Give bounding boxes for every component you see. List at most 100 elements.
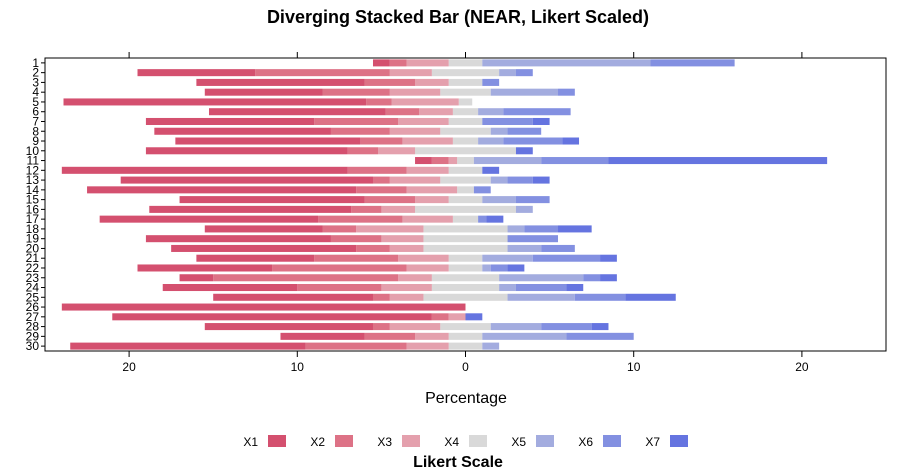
bar-row-19-x6 bbox=[507, 235, 559, 243]
bar-row-29-x1 bbox=[280, 332, 365, 340]
legend-label-x2: X2 bbox=[310, 435, 325, 449]
row-label: 11 bbox=[27, 154, 40, 168]
legend-swatch-x2 bbox=[335, 435, 353, 447]
bar-row-29-x5 bbox=[482, 332, 567, 340]
bar-row-15-x2 bbox=[364, 196, 416, 204]
bar-row-23-x5 bbox=[499, 274, 584, 282]
bar-row-17-x6 bbox=[478, 215, 487, 223]
bar-row-9-x1 bbox=[175, 137, 361, 145]
bar-row-16-x5 bbox=[515, 205, 533, 213]
row-label: 22 bbox=[26, 261, 40, 275]
row-label: 18 bbox=[26, 222, 40, 236]
row-label: 12 bbox=[26, 163, 40, 177]
bar-row-7-x1 bbox=[145, 117, 315, 125]
bar-row-16-x3 bbox=[381, 205, 416, 213]
bar-row-17-x2 bbox=[318, 215, 403, 223]
legend-label-x5: X5 bbox=[511, 435, 526, 449]
bar-row-7-x7 bbox=[532, 117, 550, 125]
bar-row-19-x2 bbox=[330, 235, 382, 243]
bar-row-18-x4 bbox=[423, 225, 508, 233]
bar-row-8-x6 bbox=[507, 127, 542, 135]
legend-title: Likert Scale bbox=[413, 454, 503, 471]
bar-row-22-x2 bbox=[272, 264, 407, 272]
bar-row-8-x2 bbox=[330, 127, 390, 135]
bar-row-9-x3 bbox=[402, 137, 453, 145]
bar-row-17-x3 bbox=[402, 215, 453, 223]
bar-row-2-x2 bbox=[255, 69, 390, 77]
bar-row-30-x3 bbox=[406, 342, 449, 350]
bar-row-18-x1 bbox=[204, 225, 323, 233]
bar-row-22-x3 bbox=[406, 264, 449, 272]
legend-label-x1: X1 bbox=[243, 435, 258, 449]
bar-row-6-x2 bbox=[385, 108, 420, 116]
bar-row-23-x2 bbox=[213, 274, 399, 282]
bar-row-22-x1 bbox=[137, 264, 273, 272]
bar-row-13-x4 bbox=[440, 176, 491, 184]
bar-row-21-x1 bbox=[196, 254, 315, 262]
x-tick-label: 0 bbox=[462, 360, 469, 374]
row-label: 10 bbox=[26, 144, 40, 158]
bar-row-20-x6 bbox=[541, 244, 575, 252]
bar-row-19-x1 bbox=[145, 235, 331, 243]
bar-row-22-x4 bbox=[448, 264, 483, 272]
bar-row-4-x2 bbox=[322, 88, 390, 96]
bar-row-9-x4 bbox=[452, 137, 479, 145]
legend-swatch-x3 bbox=[402, 435, 420, 447]
bar-row-23-x6 bbox=[583, 274, 601, 282]
bar-row-28-x1 bbox=[204, 323, 373, 331]
bar-row-8-x5 bbox=[490, 127, 508, 135]
bar-row-13-x7 bbox=[532, 176, 550, 184]
x-tick-label: 20 bbox=[795, 360, 809, 374]
legend-swatch-x7 bbox=[670, 435, 688, 447]
bar-row-2-x5 bbox=[499, 69, 516, 77]
bar-row-5-x1 bbox=[63, 98, 367, 106]
bar-row-27-x7 bbox=[465, 313, 483, 321]
bar-row-10-x3 bbox=[378, 147, 416, 155]
legend-swatch-x4 bbox=[469, 435, 487, 447]
bar-row-28-x4 bbox=[440, 323, 491, 331]
row-label: 6 bbox=[32, 105, 39, 119]
bar-row-24-x6 bbox=[515, 284, 567, 292]
bar-row-29-x6 bbox=[566, 332, 634, 340]
bar-row-27-x3 bbox=[448, 313, 466, 321]
bar-row-24-x2 bbox=[297, 284, 382, 292]
bar-row-25-x6 bbox=[574, 293, 626, 301]
bar-row-28-x3 bbox=[389, 323, 441, 331]
bar-row-23-x7 bbox=[600, 274, 617, 282]
row-labels: 1234567891011121314151617181920212223242… bbox=[26, 56, 45, 353]
bar-row-8-x1 bbox=[154, 127, 331, 135]
bar-row-6-x3 bbox=[419, 108, 453, 116]
bar-row-24-x1 bbox=[162, 284, 298, 292]
bar-row-17-x7 bbox=[486, 215, 504, 223]
bar-row-28-x2 bbox=[372, 323, 390, 331]
bar-row-10-x4 bbox=[415, 147, 516, 155]
legend-label-x7: X7 bbox=[645, 435, 660, 449]
x-axis-label: Percentage bbox=[425, 390, 507, 407]
bar-row-28-x5 bbox=[490, 323, 542, 331]
bar-row-5-x2 bbox=[366, 98, 392, 106]
bar-row-21-x2 bbox=[314, 254, 399, 262]
bar-row-15-x3 bbox=[415, 196, 449, 204]
bar-row-20-x3 bbox=[389, 244, 424, 252]
bar-row-11-x6 bbox=[541, 157, 609, 165]
x-tick-label: 10 bbox=[627, 360, 641, 374]
legend-swatch-x1 bbox=[268, 435, 286, 447]
row-label: 13 bbox=[26, 173, 40, 187]
bar-row-15-x5 bbox=[482, 196, 516, 204]
bar-row-11-x5 bbox=[473, 157, 542, 165]
bar-row-2-x1 bbox=[137, 69, 256, 77]
bar-row-6-x5 bbox=[478, 108, 504, 116]
bar-row-22-x7 bbox=[507, 264, 525, 272]
bar-row-23-x4 bbox=[431, 274, 500, 282]
bar-row-5-x3 bbox=[391, 98, 459, 106]
bar-row-2-x6 bbox=[515, 69, 533, 77]
bar-row-1-x3 bbox=[406, 59, 449, 67]
bar-row-12-x2 bbox=[347, 166, 407, 174]
row-label: 8 bbox=[32, 124, 39, 138]
bar-row-1-x6 bbox=[650, 59, 735, 67]
bar-row-6-x4 bbox=[452, 108, 479, 116]
bar-row-25-x7 bbox=[625, 293, 676, 301]
x-tick-label: 10 bbox=[291, 360, 305, 374]
row-label: 2 bbox=[32, 66, 39, 80]
bar-row-5-x4 bbox=[458, 98, 473, 106]
